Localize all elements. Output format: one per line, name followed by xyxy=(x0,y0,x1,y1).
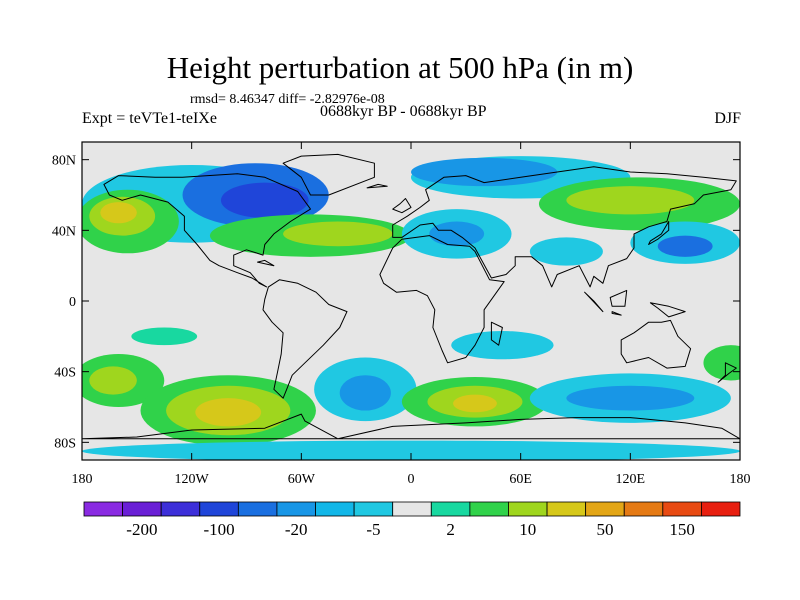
continent-outline xyxy=(262,279,348,399)
season-label: DJF xyxy=(714,110,741,127)
contour-region xyxy=(131,327,198,346)
island-outline xyxy=(257,259,275,267)
continent-outline xyxy=(620,319,692,369)
continent-outline xyxy=(82,413,740,440)
contour-region xyxy=(453,394,497,413)
island-outline xyxy=(649,302,686,318)
island-outline xyxy=(584,291,604,313)
lat-tick-label: 40N xyxy=(52,224,76,239)
colorbar-box xyxy=(276,501,316,517)
lon-tick-label: 60E xyxy=(509,472,532,487)
colorbar-box xyxy=(237,501,278,517)
lat-tick-label: 80S xyxy=(54,436,76,451)
colorbar-box xyxy=(701,501,741,517)
colorbar-box xyxy=(585,501,625,517)
contour-region xyxy=(195,398,262,427)
lon-tick-label: 120W xyxy=(175,472,210,487)
contour-region xyxy=(82,440,740,460)
continent-outline xyxy=(392,166,737,288)
island-outline xyxy=(366,183,388,189)
plot-title: Height perturbation at 500 hPa (in m) xyxy=(166,50,634,85)
contour-region xyxy=(657,235,713,257)
continent-outline xyxy=(282,153,375,196)
contour-region xyxy=(339,375,391,411)
lon-tick-label: 180 xyxy=(72,472,93,487)
island-outline xyxy=(609,289,628,307)
colorbar-box xyxy=(392,501,432,517)
colorbar-box xyxy=(430,501,471,517)
colorbar-label: -5 xyxy=(366,520,380,539)
colorbar-label: 50 xyxy=(596,520,613,539)
island-outline xyxy=(611,311,622,316)
colorbar-box xyxy=(508,501,548,517)
contour-region xyxy=(703,345,740,381)
island-outline xyxy=(648,221,670,245)
continent-outline xyxy=(379,235,505,364)
colorbar-box xyxy=(83,501,123,517)
period-label: 0688kyr BP - 0688kyr BP xyxy=(320,103,487,120)
map-plot-area xyxy=(82,142,740,460)
colorbar-label: 10 xyxy=(519,520,536,539)
lon-tick-label: 60W xyxy=(288,472,316,487)
contour-region xyxy=(220,182,309,218)
contour-region xyxy=(411,157,558,187)
colorbar-box xyxy=(623,501,664,517)
contour-region xyxy=(566,186,695,215)
stats-label: rmsd= 8.46347 diff= -2.82976e-08 xyxy=(190,92,385,107)
lat-tick-label: 0 xyxy=(69,295,76,310)
colorbar xyxy=(83,501,741,517)
colorbar-label: 2 xyxy=(446,520,455,539)
colorbar-label: -200 xyxy=(126,520,157,539)
lon-tick-label: 120E xyxy=(616,472,646,487)
colorbar-box xyxy=(160,501,201,517)
colorbar-label: -100 xyxy=(203,520,234,539)
island-outline xyxy=(392,198,412,214)
lon-tick-label: 0 xyxy=(408,472,415,487)
colorbar-box xyxy=(353,501,394,517)
lon-tick-label: 180 xyxy=(730,472,751,487)
lat-tick-label: 80N xyxy=(52,154,76,169)
colorbar-box xyxy=(469,501,509,517)
colorbar-label: -20 xyxy=(285,520,308,539)
lat-tick-label: 40S xyxy=(54,366,76,381)
colorbar-label: 150 xyxy=(669,520,695,539)
colorbar-box xyxy=(122,501,162,517)
colorbar-box xyxy=(315,501,355,517)
contour-region xyxy=(89,366,137,395)
island-outline xyxy=(717,362,737,383)
colorbar-box xyxy=(662,501,702,517)
longitude-axis: 180 120W 60W 0 60E 120E 180 xyxy=(72,142,751,487)
continent-outline xyxy=(103,173,311,288)
contour-region xyxy=(566,385,695,411)
coastlines xyxy=(82,153,740,440)
colorbar-box xyxy=(199,501,239,517)
contour-region xyxy=(283,221,393,247)
experiment-label: Expt = teVTe1-teIXe xyxy=(82,110,217,127)
island-outline xyxy=(490,321,503,346)
colorbar-labels: -200 -100 -20 -5 2 10 50 150 xyxy=(126,520,695,539)
latitude-axis: 80N 40N 0 40S 80S xyxy=(52,154,740,451)
contour-region xyxy=(100,202,137,224)
colorbar-box xyxy=(546,501,587,517)
contour-region xyxy=(529,237,603,266)
contour-region xyxy=(451,331,554,360)
